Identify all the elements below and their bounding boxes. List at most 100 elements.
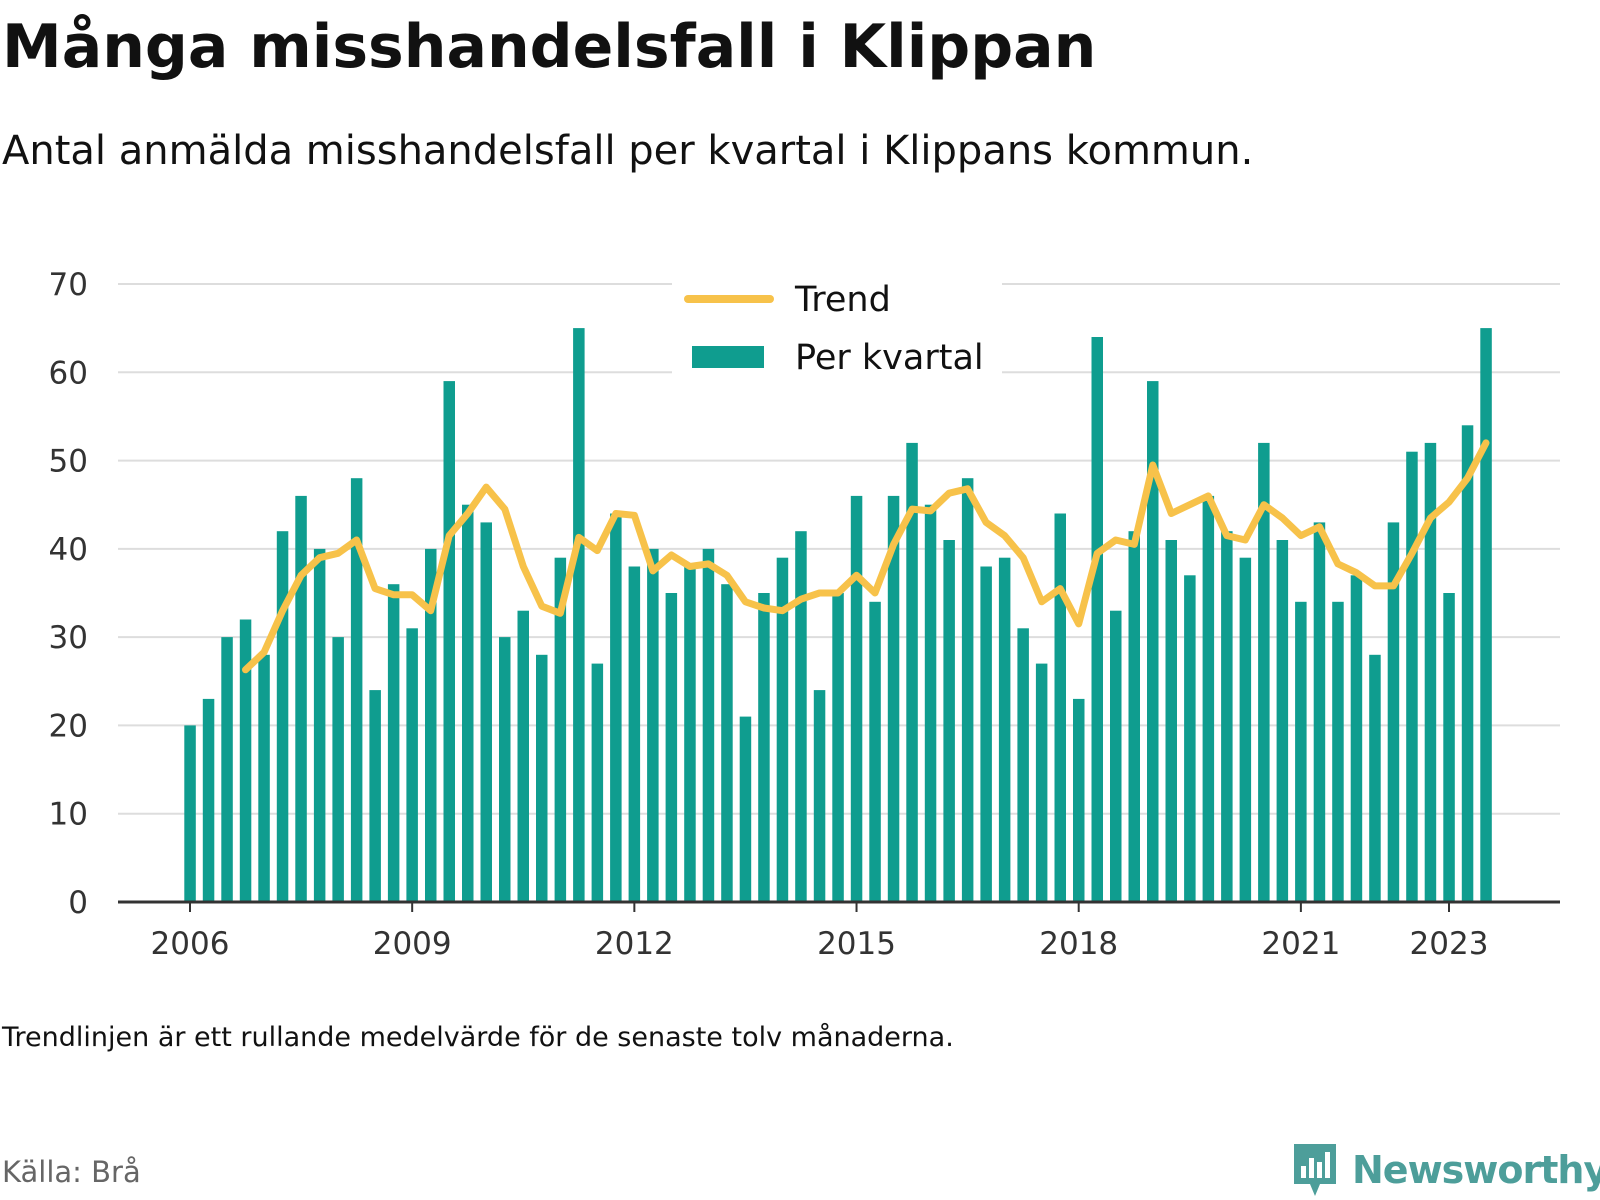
- bar: [1184, 575, 1196, 902]
- bar: [647, 548, 659, 902]
- legend: Trend Per kvartal: [672, 278, 1002, 378]
- bar: [202, 698, 215, 902]
- bar: [610, 513, 622, 902]
- bar: [554, 557, 567, 902]
- bar: [1239, 557, 1252, 902]
- bar: [1443, 593, 1455, 902]
- bar: [832, 593, 844, 902]
- bar: [684, 566, 696, 902]
- bar: [1035, 663, 1048, 902]
- x-axis-ticks: 2006 2009 2012 2015 2018 2021 2023: [151, 902, 1489, 962]
- legend-bars-swatch: [692, 346, 764, 368]
- bar: [1165, 540, 1177, 902]
- bar-series: [184, 328, 1492, 903]
- bar: [1221, 531, 1233, 902]
- bar: [258, 654, 270, 902]
- x-tick-label: 2009: [373, 926, 452, 962]
- bar: [961, 478, 974, 902]
- bar: [850, 495, 863, 902]
- bar: [1054, 513, 1066, 902]
- source-note: Källa: Brå: [2, 1155, 141, 1189]
- y-tick-label: 60: [49, 355, 88, 391]
- y-tick-label: 70: [49, 267, 88, 303]
- bar: [906, 442, 918, 902]
- y-tick-label: 10: [49, 797, 88, 833]
- bar: [517, 610, 529, 902]
- chart: 0 10 20 30 40 50 60 70 2006 2009 2012 2015 2018 2021…: [49, 267, 1560, 962]
- bar: [499, 637, 511, 902]
- bar: [998, 557, 1011, 902]
- bar: [943, 540, 955, 902]
- x-tick-label: 2018: [1039, 926, 1118, 962]
- x-tick-label: 2023: [1410, 926, 1489, 962]
- chart-title: Många misshandelsfall i Klippan: [2, 12, 1097, 82]
- y-tick-label: 40: [49, 532, 88, 568]
- bar: [1350, 575, 1363, 902]
- bar: [887, 495, 900, 902]
- brand-logo: Newsworthy: [1290, 1140, 1600, 1200]
- bar: [536, 654, 548, 902]
- bar: [776, 557, 789, 902]
- bar: [184, 725, 196, 902]
- y-axis-ticks: 0 10 20 30 40 50 60 70: [49, 267, 88, 921]
- bar: [628, 566, 641, 902]
- bar: [1424, 442, 1437, 902]
- bar: [980, 566, 992, 902]
- bar: [1295, 601, 1307, 902]
- bar: [1128, 531, 1140, 902]
- bar: [1387, 522, 1400, 902]
- bar: [1091, 337, 1103, 902]
- bar: [276, 531, 289, 902]
- bar: [406, 628, 418, 902]
- bar: [332, 637, 344, 902]
- bar: [295, 495, 307, 902]
- bar: [221, 637, 233, 902]
- bar: [758, 593, 770, 902]
- footnote: Trendlinjen är ett rullande medelvärde f…: [2, 1022, 954, 1053]
- bar: [924, 504, 937, 902]
- bar: [1406, 451, 1418, 902]
- bar: [665, 593, 678, 902]
- x-tick-label: 2021: [1261, 926, 1340, 962]
- x-tick-label: 2006: [151, 926, 230, 962]
- bar: [702, 548, 715, 902]
- bar: [739, 716, 752, 902]
- bar: [1369, 654, 1381, 902]
- bar: [1276, 540, 1289, 902]
- chart-subtitle: Antal anmälda misshandelsfall per kvarta…: [2, 128, 1254, 174]
- trend-line: [242, 439, 1490, 674]
- legend-trend-label: Trend: [794, 280, 891, 320]
- bar: [462, 504, 474, 902]
- bar: [1202, 495, 1215, 902]
- bar: [869, 601, 881, 902]
- brand-name: Newsworthy: [1352, 1148, 1600, 1192]
- y-tick-label: 0: [68, 885, 88, 921]
- bar: [1110, 610, 1122, 902]
- bar: [425, 548, 437, 902]
- legend-bars-label: Per kvartal: [795, 338, 984, 378]
- bar: [1313, 522, 1326, 902]
- bar: [1017, 628, 1029, 902]
- x-tick-label: 2015: [817, 926, 896, 962]
- bar: [480, 522, 492, 902]
- y-tick-label: 50: [49, 444, 88, 480]
- bar: [1147, 381, 1159, 903]
- bar: [795, 531, 807, 902]
- bar: [443, 381, 455, 903]
- newsworthy-icon: [1294, 1144, 1336, 1196]
- bar: [573, 328, 585, 903]
- y-tick-label: 20: [49, 708, 88, 744]
- bar: [721, 584, 733, 902]
- trend-series: [242, 439, 1490, 674]
- bar: [350, 478, 363, 902]
- bar: [1332, 601, 1344, 902]
- x-tick-label: 2012: [595, 926, 674, 962]
- bar: [1073, 698, 1085, 902]
- bar: [313, 548, 326, 902]
- bar: [591, 663, 604, 902]
- bar: [1480, 328, 1492, 903]
- bar: [239, 619, 252, 902]
- bar: [369, 690, 381, 902]
- y-tick-label: 30: [49, 620, 88, 656]
- bar: [1461, 425, 1474, 902]
